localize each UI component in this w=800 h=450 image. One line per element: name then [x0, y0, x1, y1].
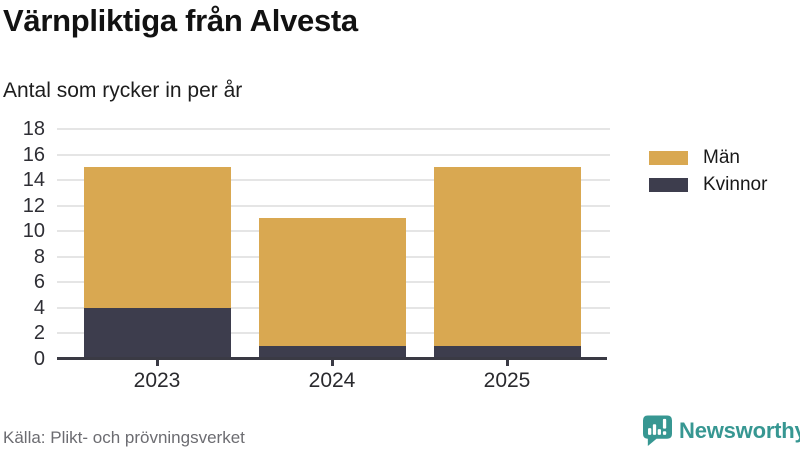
source-text: Källa: Plikt- och prövningsverket — [3, 428, 245, 447]
y-axis-label: 0 — [33, 348, 45, 370]
bar-segment-män-2024[interactable] — [258, 218, 406, 347]
bar-segment-män-2025[interactable] — [433, 167, 581, 347]
gridline — [57, 153, 610, 156]
legend: Män Kvinnor — [649, 147, 767, 196]
legend-item-män[interactable]: Män — [649, 147, 767, 169]
gridline — [57, 128, 610, 130]
y-axis-label: 8 — [33, 245, 45, 268]
x-axis-label: 2024 — [308, 369, 356, 392]
bar-segment-män-2023[interactable] — [83, 167, 231, 308]
plot-area: 0 2 4 6 8 10 12 14 16 18 2023 2024 2025 — [23, 118, 610, 392]
gridline — [57, 204, 610, 207]
chart-title: Värnpliktiga från Alvesta — [3, 3, 358, 38]
bar-segment-kvinnor-2024[interactable] — [258, 346, 406, 359]
x-axis-label: 2023 — [133, 369, 181, 392]
y-axis-label: 2 — [33, 322, 45, 345]
chart-subtitle: Antal som rycker in per år — [3, 79, 243, 102]
newsworthy-logo-icon — [643, 415, 672, 446]
legend-item-kvinnor[interactable]: Kvinnor — [649, 174, 767, 196]
x-axis-label: 2025 — [483, 369, 531, 392]
x-tick — [505, 359, 509, 366]
legend-label: Kvinnor — [703, 174, 768, 195]
x-tick — [330, 359, 334, 366]
legend-swatch — [649, 151, 688, 165]
y-axis-label: 18 — [22, 118, 45, 140]
y-axis-label: 12 — [22, 194, 45, 217]
y-axis-label: 14 — [22, 169, 45, 192]
y-axis-label: 4 — [33, 296, 45, 319]
legend-label: Män — [703, 147, 740, 168]
y-axis-label: 10 — [22, 220, 45, 243]
y-axis-label: 16 — [22, 143, 45, 166]
x-axis-line — [57, 357, 607, 360]
bar-segment-kvinnor-2023[interactable] — [83, 307, 231, 359]
y-axis-label: 6 — [33, 271, 45, 294]
gridline — [57, 179, 610, 182]
brand[interactable]: Newsworthy — [643, 415, 800, 447]
legend-swatch — [649, 178, 688, 192]
brand-name: Newsworthy — [679, 418, 800, 443]
bar-segment-kvinnor-2025[interactable] — [433, 346, 581, 359]
x-tick — [155, 359, 159, 366]
